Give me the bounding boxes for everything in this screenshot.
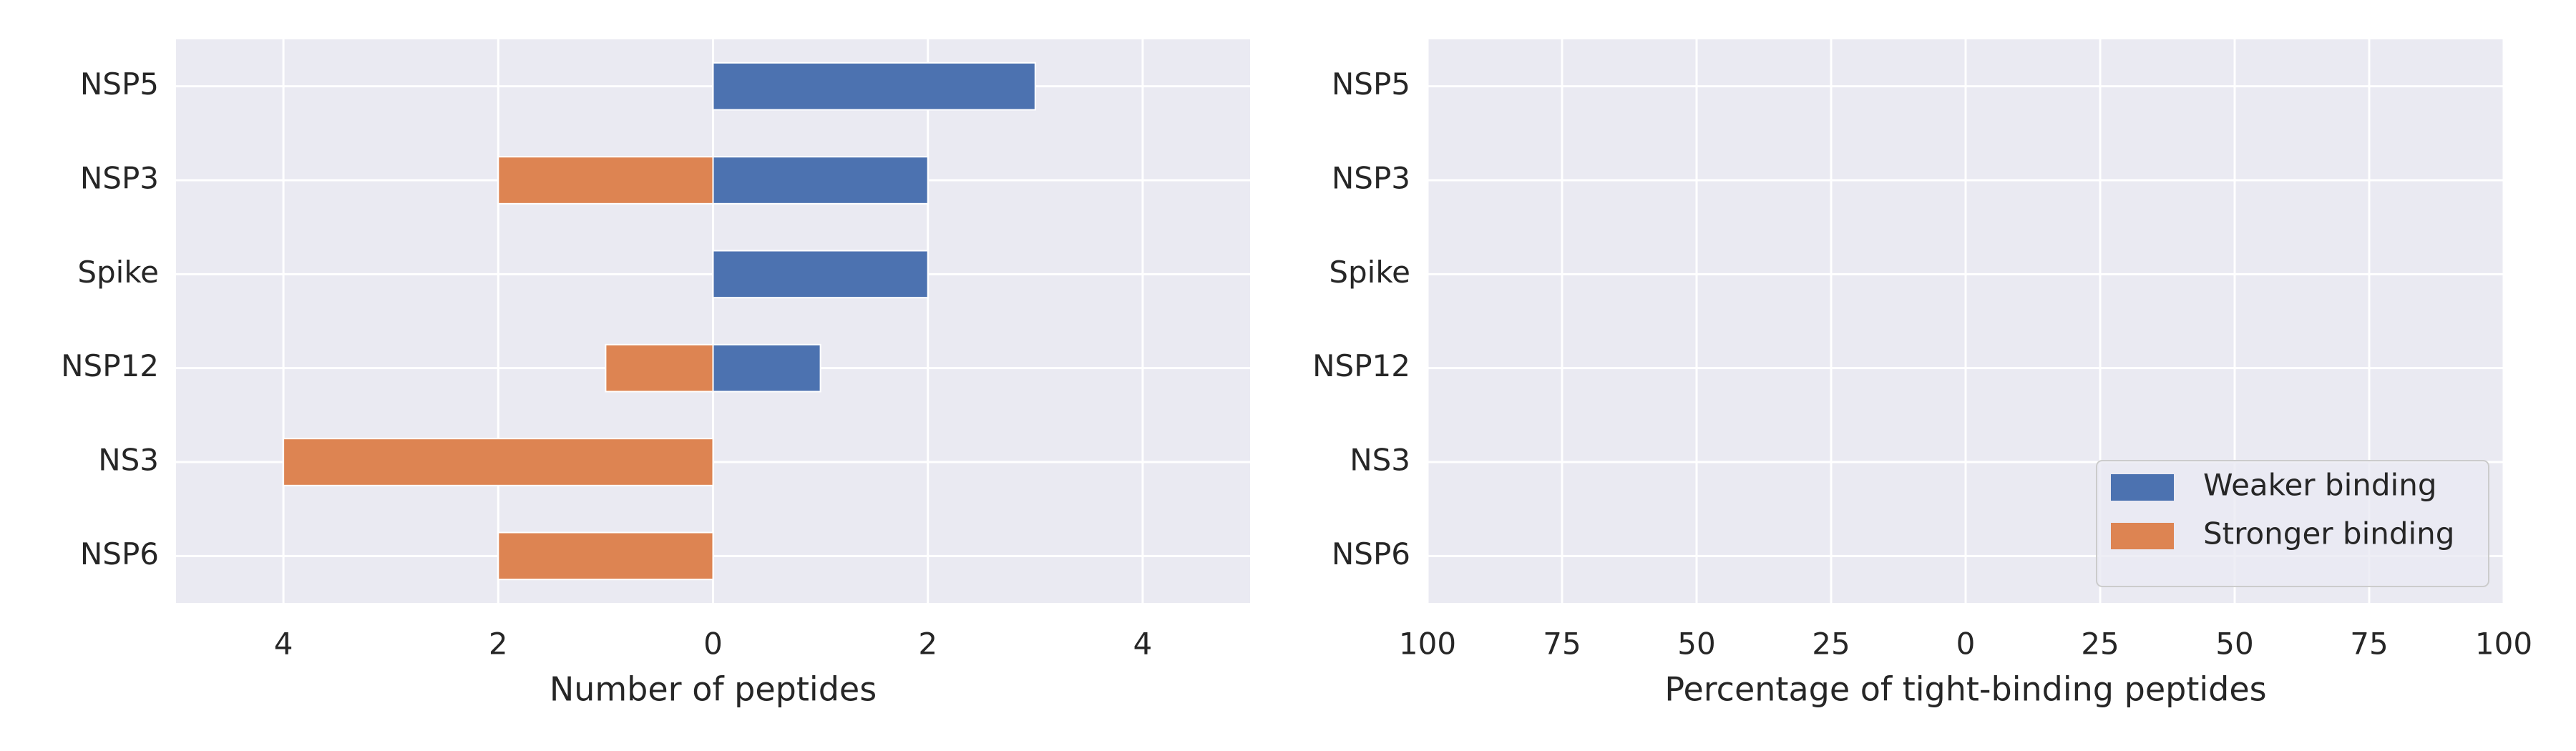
bar xyxy=(283,438,714,486)
y-tick-label: NSP6 xyxy=(1332,536,1410,571)
x-tick-label: 2 xyxy=(918,627,937,662)
bar xyxy=(605,343,714,393)
y-tick-label: NS3 xyxy=(98,443,159,478)
x-tick-label: 2 xyxy=(489,627,508,662)
bar xyxy=(497,531,714,581)
legend-box xyxy=(2096,460,2489,587)
legend-swatch xyxy=(2111,474,2174,501)
y-tick-label: NSP5 xyxy=(1332,67,1410,102)
bar xyxy=(712,156,929,205)
x-tick-label: 75 xyxy=(1543,627,1581,662)
bar xyxy=(497,156,714,205)
x-tick-label: 50 xyxy=(2215,627,2253,662)
x-tick-label: 25 xyxy=(2081,627,2119,662)
y-tick-label: NSP5 xyxy=(80,67,159,102)
bar xyxy=(712,343,821,393)
y-tick-label: NSP12 xyxy=(1312,348,1410,383)
legend-swatch xyxy=(2111,523,2174,549)
y-tick-label: NSP3 xyxy=(1332,161,1410,196)
x-tick-label: 4 xyxy=(274,627,293,662)
y-tick-label: NSP6 xyxy=(80,536,159,571)
legend-label: Weaker binding xyxy=(2203,468,2436,503)
x-tick-label: 75 xyxy=(2350,627,2388,662)
x-tick-label: 25 xyxy=(1812,627,1850,662)
x-axis-label: Percentage of tight-binding peptides xyxy=(1664,670,2266,709)
legend-label: Stronger binding xyxy=(2203,516,2454,551)
bar xyxy=(712,62,1036,111)
y-tick-label: Spike xyxy=(77,255,159,290)
x-axis-label: Number of peptides xyxy=(550,670,877,709)
x-tick-label: 0 xyxy=(703,627,723,662)
x-tick-label: 50 xyxy=(1677,627,1715,662)
y-tick-label: NSP3 xyxy=(80,161,159,196)
x-tick-label: 100 xyxy=(2475,627,2532,662)
x-tick-label: 0 xyxy=(1956,627,1976,662)
y-tick-label: NSP12 xyxy=(61,348,159,383)
y-tick-label: Spike xyxy=(1329,255,1410,290)
bar xyxy=(712,250,929,299)
x-tick-label: 4 xyxy=(1133,627,1153,662)
y-tick-label: NS3 xyxy=(1350,443,1410,478)
x-tick-label: 100 xyxy=(1399,627,1456,662)
